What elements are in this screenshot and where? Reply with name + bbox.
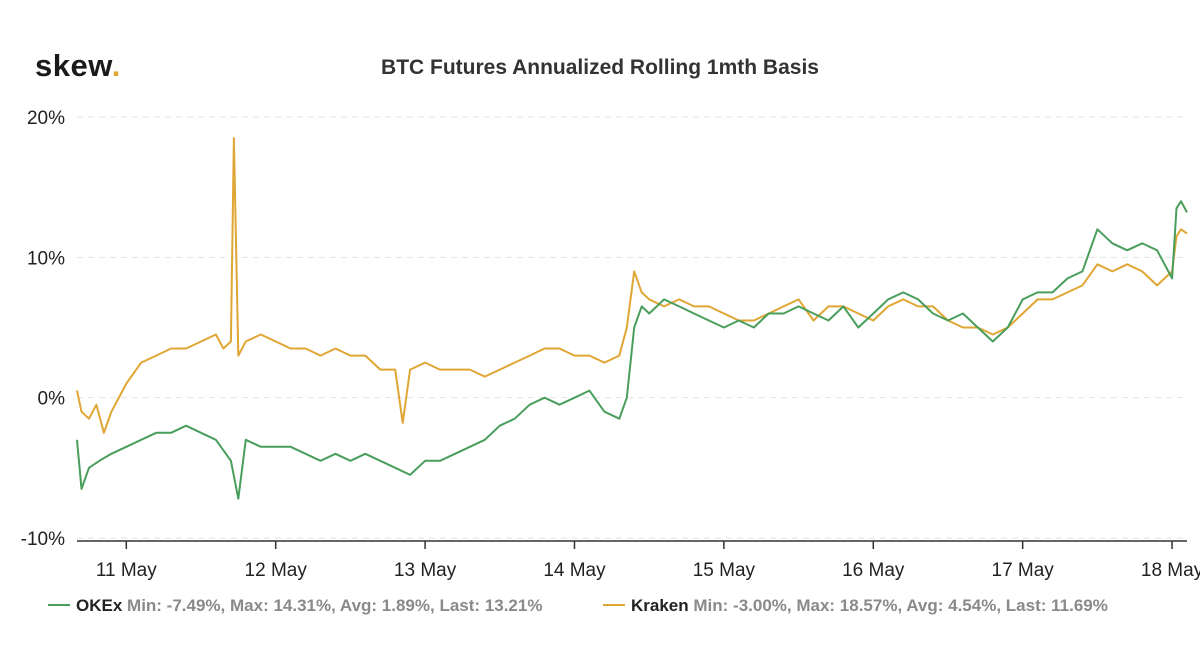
x-tick-label: 13 May xyxy=(394,560,457,581)
x-tick-label: 16 May xyxy=(842,560,905,581)
x-axis: 11 May 12 May 13 May 14 May 15 May 16 May 17 M… xyxy=(77,540,1200,581)
x-tick-label: 15 May xyxy=(693,560,756,581)
y-tick-label: 10% xyxy=(27,248,65,269)
y-tick-label: -10% xyxy=(21,529,65,550)
x-tick-label: 14 May xyxy=(543,560,606,581)
line-chart: -10% 0% 10% 20% 11 May 12 May 13 May 14 May 15 … xyxy=(21,108,1200,581)
logo-text: skew xyxy=(35,48,112,83)
legend-name-okex: OKEx xyxy=(76,596,123,615)
x-tick-label: 18 May xyxy=(1141,560,1200,581)
y-axis: -10% 0% 10% 20% xyxy=(21,108,65,550)
legend-swatch-kraken xyxy=(603,603,625,606)
legend-name-kraken: Kraken xyxy=(631,596,689,615)
y-tick-label: 0% xyxy=(38,389,66,410)
y-tick-label: 20% xyxy=(27,108,65,129)
legend-item-kraken[interactable]: Kraken Min: -3.00%, Max: 18.57%, Avg: 4.… xyxy=(603,596,1108,616)
series-line-kraken xyxy=(76,137,1188,434)
legend-item-okex[interactable]: OKEx Min: -7.49%, Max: 14.31%, Avg: 1.89… xyxy=(48,596,542,616)
legend-stats-okex: Min: -7.49%, Max: 14.31%, Avg: 1.89%, La… xyxy=(127,596,543,615)
grid-lines xyxy=(77,116,1187,539)
x-tick-label: 11 May xyxy=(96,560,157,581)
legend-swatch-okex xyxy=(48,603,70,606)
legend-stats-kraken: Min: -3.00%, Max: 18.57%, Avg: 4.54%, La… xyxy=(693,596,1108,615)
x-tick-label: 17 May xyxy=(992,560,1055,581)
series-line-okex xyxy=(76,200,1188,500)
logo-dot: . xyxy=(111,48,121,83)
chart-title: BTC Futures Annualized Rolling 1mth Basi… xyxy=(381,56,819,79)
series-lines xyxy=(76,137,1188,500)
skew-logo: skew. xyxy=(35,48,121,84)
x-tick-label: 12 May xyxy=(245,560,308,581)
